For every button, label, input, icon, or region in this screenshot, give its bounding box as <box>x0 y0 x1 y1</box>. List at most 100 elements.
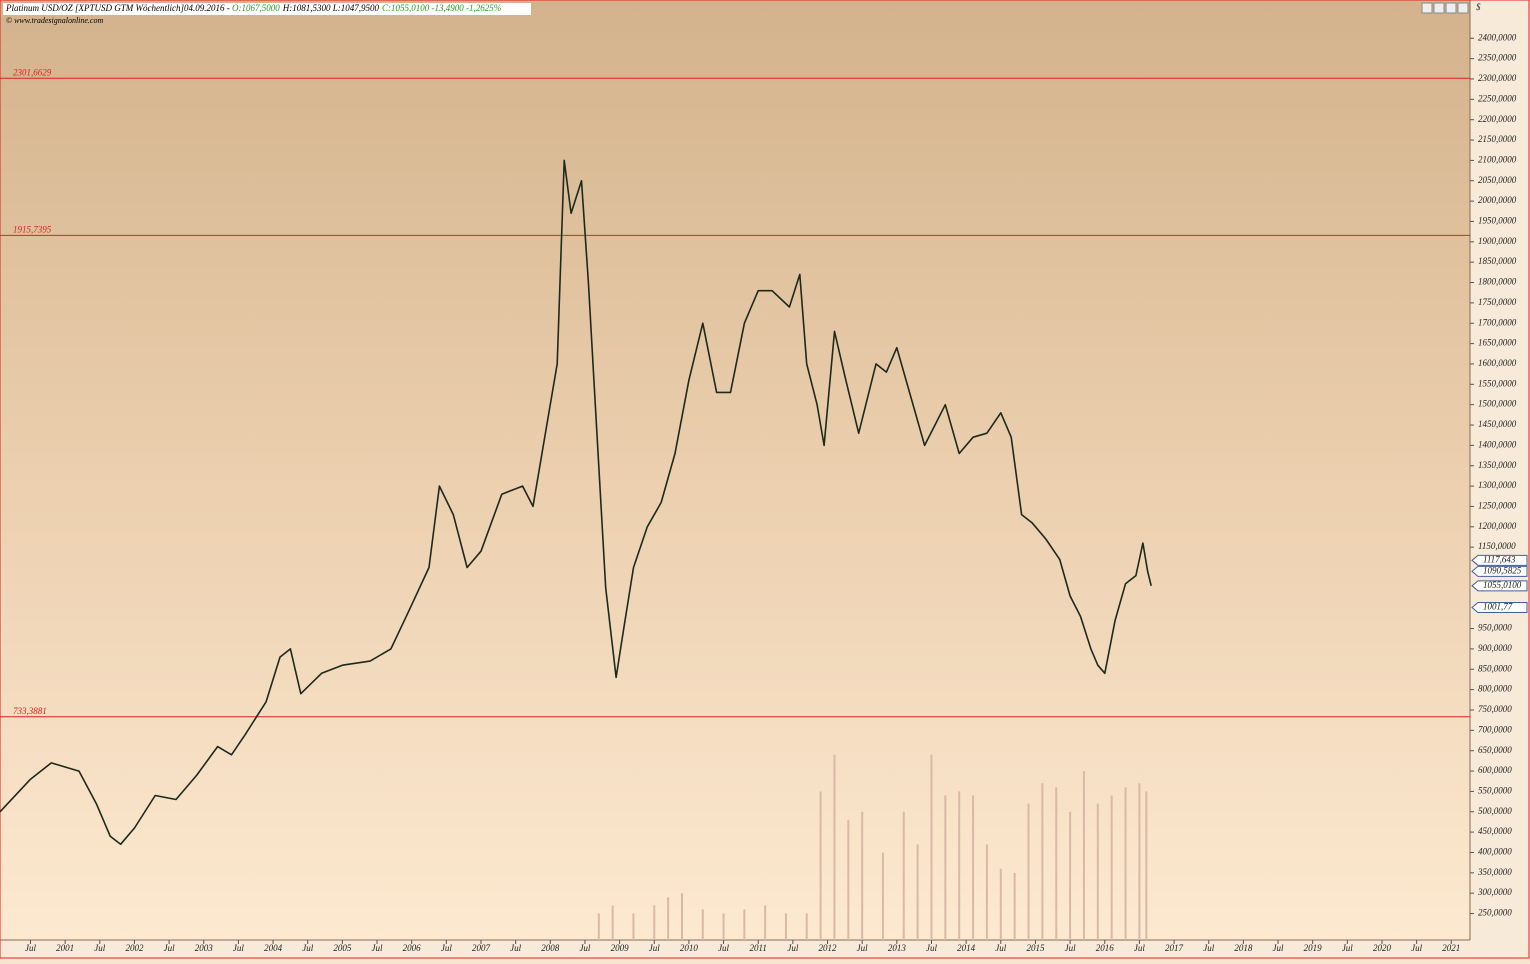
y-tick-label: 2350,0000 <box>1478 53 1517 63</box>
x-axis-panel <box>0 940 1470 959</box>
x-tick-label: 2003 <box>195 943 214 953</box>
button-right[interactable] <box>1433 2 1445 14</box>
x-tick-label: 2001 <box>56 943 74 953</box>
level-label: 2301,6629 <box>13 67 52 77</box>
x-tick-label: Jul <box>579 943 590 953</box>
x-tick-label: Jul <box>857 943 868 953</box>
y-tick-label: 650,0000 <box>1478 745 1512 755</box>
y-axis-panel <box>1470 0 1530 959</box>
y-tick-label: 2150,0000 <box>1478 134 1517 144</box>
header-open: O:1067,5000 <box>232 3 280 13</box>
y-tick-label: 2250,0000 <box>1478 93 1517 103</box>
window-buttons <box>1421 2 1469 14</box>
x-tick-label: 2011 <box>750 943 767 953</box>
y-tick-label: 1600,0000 <box>1478 358 1517 368</box>
x-tick-label: Jul <box>510 943 521 953</box>
header-background <box>3 3 531 15</box>
y-tick-label: 1350,0000 <box>1478 460 1517 470</box>
x-tick-label: 2015 <box>1026 943 1045 953</box>
level-label: 1915,7395 <box>13 224 52 234</box>
currency: $ <box>1476 2 1481 12</box>
y-tick-label: 850,0000 <box>1478 663 1512 673</box>
y-tick-label: 1150,0000 <box>1478 541 1516 551</box>
x-tick-label: Jul <box>1203 943 1214 953</box>
y-tick-label: 2200,0000 <box>1478 114 1517 124</box>
button-close[interactable] <box>1457 2 1469 14</box>
y-tick-label: 450,0000 <box>1478 826 1512 836</box>
price-marker <box>1471 565 1528 577</box>
source: © www.tradesignalonline.com <box>6 16 103 25</box>
axes: 2400,0000 2350,0000 2300,0000 2250,0000 2200… <box>25 32 1528 953</box>
x-tick-label: Jul <box>25 943 36 953</box>
y-tick-label: 1650,0000 <box>1478 338 1517 348</box>
x-tick-label: Jul <box>1273 943 1284 953</box>
y-tick-label: 400,0000 <box>1478 847 1512 857</box>
button-left[interactable] <box>1421 2 1433 14</box>
x-tick-label: 2013 <box>888 943 907 953</box>
y-tick-label: 1800,0000 <box>1478 277 1517 287</box>
x-tick-label: 2017 <box>1165 943 1184 953</box>
x-tick-label: Jul <box>372 943 383 953</box>
x-tick-label: Jul <box>302 943 313 953</box>
x-tick-label: 2012 <box>819 943 838 953</box>
x-tick-label: 2009 <box>611 943 630 953</box>
price-marker-label: 1117,643 <box>1483 554 1516 564</box>
price-marker-label: 1001,77 <box>1483 602 1513 612</box>
y-tick-label: 1950,0000 <box>1478 216 1517 226</box>
x-tick-label: Jul <box>995 943 1006 953</box>
y-tick-label: 1400,0000 <box>1478 439 1517 449</box>
y-tick-label: 500,0000 <box>1478 806 1512 816</box>
y-tick-label: 1900,0000 <box>1478 236 1517 246</box>
y-tick-label: 1300,0000 <box>1478 480 1517 490</box>
x-tick-label: 2004 <box>264 943 283 953</box>
x-tick-label: 2006 <box>403 943 422 953</box>
header: Platinum USD/OZ [XPTUSD GTM Wöchentlich]… <box>5 3 501 13</box>
x-tick-label: Jul <box>1411 943 1422 953</box>
y-tick-label: 350,0000 <box>1477 867 1512 877</box>
x-tick-label: 2019 <box>1304 943 1323 953</box>
y-tick-label: 600,0000 <box>1478 765 1512 775</box>
price-marker <box>1471 601 1528 613</box>
y-tick-label: 950,0000 <box>1478 623 1512 633</box>
x-tick-label: Jul <box>233 943 244 953</box>
x-tick-label: 2008 <box>541 943 560 953</box>
price-marker-label: 1055,0100 <box>1483 580 1522 590</box>
y-tick-label: 800,0000 <box>1478 684 1512 694</box>
y-tick-label: 550,0000 <box>1478 785 1512 795</box>
header-close: C:1055,0100 -13,4900 -1,2625% <box>382 3 501 13</box>
x-tick-label: Jul <box>1342 943 1353 953</box>
button-restore[interactable] <box>1445 2 1457 14</box>
y-tick-label: 1750,0000 <box>1478 297 1517 307</box>
plot: 2301,6629 1915,7395 733,3881 <box>0 67 1470 940</box>
y-tick-label: 250,0000 <box>1478 908 1512 918</box>
x-tick-label: 2020 <box>1373 943 1392 953</box>
y-tick-label: 900,0000 <box>1478 643 1512 653</box>
x-tick-label: 2005 <box>333 943 352 953</box>
x-tick-label: 2018 <box>1234 943 1253 953</box>
price-marker <box>1471 580 1528 592</box>
y-tick-label: 1500,0000 <box>1478 399 1517 409</box>
x-tick-label: 2016 <box>1096 943 1115 953</box>
x-tick-label: 2021 <box>1442 943 1460 953</box>
y-tick-label: 2300,0000 <box>1478 73 1517 83</box>
x-tick-label: 2010 <box>680 943 699 953</box>
header-title: Platinum USD/OZ [XPTUSD GTM Wöchentlich]… <box>5 3 232 13</box>
x-tick-label: 2002 <box>125 943 144 953</box>
y-tick-label: 1200,0000 <box>1478 521 1517 531</box>
header-high-low: H:1081,5300 L:1047,9500 <box>282 3 380 13</box>
x-tick-label: Jul <box>649 943 660 953</box>
y-tick-label: 2100,0000 <box>1478 154 1517 164</box>
y-tick-label: 1550,0000 <box>1478 378 1517 388</box>
y-tick-label: 2000,0000 <box>1478 195 1517 205</box>
x-tick-label: Jul <box>1065 943 1076 953</box>
price-line <box>0 159 1152 846</box>
y-tick-label: 700,0000 <box>1478 724 1512 734</box>
x-tick-label: Jul <box>94 943 105 953</box>
x-tick-label: Jul <box>718 943 729 953</box>
x-tick-label: Jul <box>441 943 452 953</box>
x-tick-label: 2014 <box>957 943 976 953</box>
y-tick-label: 300,0000 <box>1477 887 1512 897</box>
